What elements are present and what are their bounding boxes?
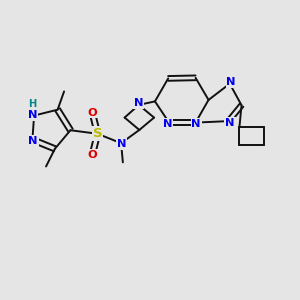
Text: N: N: [191, 119, 201, 129]
Text: N: N: [225, 118, 235, 128]
Text: N: N: [117, 139, 126, 149]
Text: N: N: [28, 110, 38, 120]
Text: O: O: [87, 108, 97, 118]
Text: N: N: [226, 77, 236, 87]
Text: N: N: [28, 136, 38, 146]
Text: N: N: [163, 119, 172, 129]
Text: O: O: [87, 150, 97, 160]
Text: S: S: [93, 127, 102, 140]
Text: N: N: [134, 98, 143, 108]
Text: H: H: [28, 99, 37, 109]
